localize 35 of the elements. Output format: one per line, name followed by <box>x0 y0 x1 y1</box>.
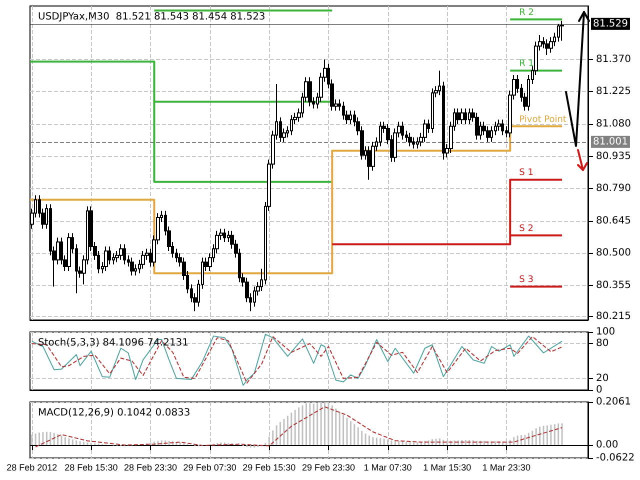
series-label: S 1 <box>519 168 534 178</box>
x-tick-label: 1 Mar 23:30 <box>482 462 530 472</box>
y-tick-label: 80.645 <box>596 215 631 226</box>
series-label: R 1 <box>519 59 534 70</box>
y-tick-label: 80.935 <box>596 150 631 162</box>
text: USDJPYax,M30 81.521 81.543 81.454 81.523 <box>38 12 266 22</box>
y-tick-label: 0.00 <box>596 440 618 451</box>
y-tick-label: -0.0622 <box>596 452 635 464</box>
y-tick-label: 81.370 <box>596 54 631 65</box>
y-tick-label: 20 <box>596 372 609 384</box>
y-tick-label: 100 <box>596 326 616 338</box>
y-tick-label: 0.2061 <box>596 396 631 408</box>
series-label: Pivot Point <box>519 114 567 125</box>
series-label: R 2 <box>519 8 534 18</box>
x-tick-label: 28 Feb 15:30 <box>64 462 118 472</box>
x-tick-label: 1 Mar 15:30 <box>423 462 472 472</box>
x-tick-label: 1 Mar 07:30 <box>364 462 412 472</box>
x-tick-label: 29 Feb 15:30 <box>242 462 296 472</box>
y-tick-label: 81.225 <box>596 86 631 98</box>
series-label: S 3 <box>519 275 534 286</box>
y-tick-label: 80.355 <box>596 280 631 291</box>
x-tick-label: 29 Feb 23:30 <box>302 462 355 472</box>
x-tick-label: 28 Feb 2012 <box>6 462 58 472</box>
ref-line-label: 81.529 <box>593 18 628 30</box>
y-tick-label: 0 <box>596 384 602 396</box>
y-tick-label: 81.080 <box>596 118 631 130</box>
x-tick-label: 29 Feb 07:30 <box>183 462 236 472</box>
y-tick-label: 80 <box>596 338 609 350</box>
series-label: S 2 <box>519 224 534 234</box>
text: MACD(12,26,9) 0.1042 0.0833 <box>38 408 190 418</box>
y-tick-label: 80.215 <box>596 311 631 322</box>
y-tick-label: 80.500 <box>596 248 631 259</box>
y-tick-label: 80.790 <box>596 183 631 194</box>
ref-line-label: 81.001 <box>593 136 628 148</box>
x-tick-label: 28 Feb 23:30 <box>124 462 178 472</box>
